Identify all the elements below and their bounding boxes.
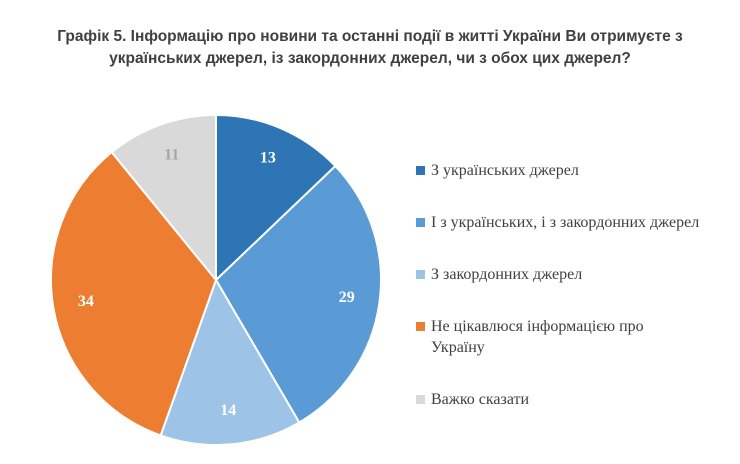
legend-swatch <box>416 395 425 404</box>
legend-label: З українських джерел <box>431 162 579 179</box>
data-label: 14 <box>220 402 236 419</box>
legend-item: І з українських, і з закордонних джерел <box>416 212 701 233</box>
pie-slice <box>50 150 218 437</box>
legend-swatch <box>416 166 425 175</box>
legend-swatch <box>416 218 425 227</box>
data-label: 29 <box>339 289 355 306</box>
legend-label: Не цікавлюся інформацією про Україну <box>431 318 644 356</box>
legend-swatch <box>416 270 425 279</box>
legend-label: З закордонних джерел <box>431 266 583 283</box>
legend-label: Важко сказати <box>431 391 530 408</box>
legend-item: З українських джерел <box>416 160 701 181</box>
pie-slice <box>110 113 217 283</box>
legend-item: Важко сказати <box>416 389 701 410</box>
legend-item: Не цікавлюся інформацією про Україну <box>416 316 701 358</box>
data-label: 13 <box>260 149 276 166</box>
legend: З українських джерел І з українських, і з… <box>416 160 701 441</box>
legend-label: І з українських, і з закордонних джерел <box>431 214 700 231</box>
data-label: 34 <box>78 293 94 310</box>
pie-slice <box>159 277 301 446</box>
data-label: 11 <box>164 146 179 163</box>
legend-item: З закордонних джерел <box>416 264 701 285</box>
chart-title: Графік 5. Інформацію про новини та остан… <box>57 28 683 67</box>
legend-swatch <box>416 322 425 331</box>
pie-slice <box>214 164 382 424</box>
pie-slice <box>215 113 337 283</box>
